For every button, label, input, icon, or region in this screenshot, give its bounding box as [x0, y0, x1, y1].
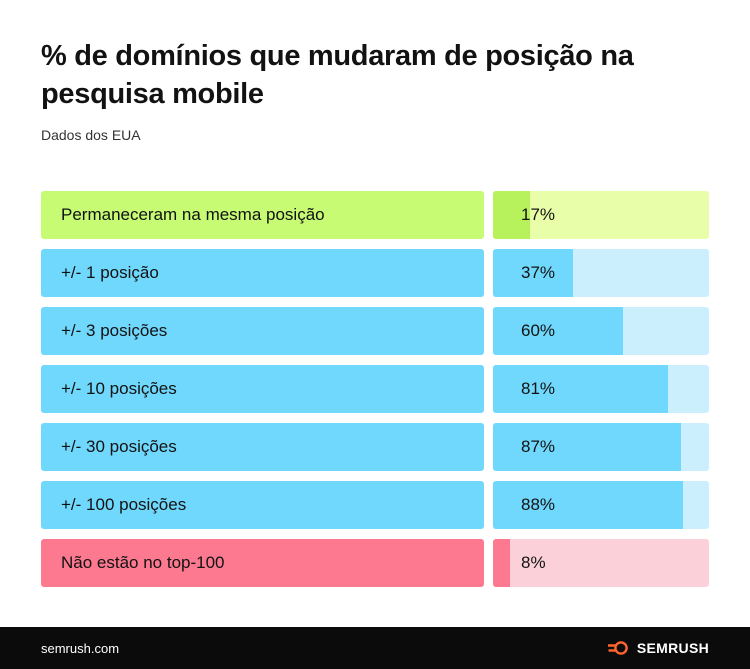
bar	[493, 365, 668, 413]
bar	[493, 191, 530, 239]
data-label: 60%	[521, 321, 556, 340]
category-label: +/- 100 posições	[41, 481, 484, 529]
category-label: +/- 10 posições	[41, 365, 484, 413]
category-label: +/- 1 posição	[41, 249, 484, 297]
bar	[493, 307, 623, 355]
bar	[493, 539, 511, 587]
semrush-fire-icon	[607, 641, 628, 655]
category-label: Permaneceram na mesma posição	[41, 191, 484, 239]
chart-row: +/- 30 posições 87%	[41, 423, 709, 471]
chart-row: +/- 1 posição 37%	[41, 249, 709, 297]
data-label: 17%	[521, 205, 556, 224]
bar-chart: Permaneceram na mesma posição 17% +/- 1 po…	[41, 191, 709, 597]
category-label: +/- 3 posições	[41, 307, 484, 355]
brand-name: SEMRUSH	[636, 640, 709, 656]
bar-track: 81%	[493, 365, 709, 413]
chart-subtitle: Dados dos EUA	[41, 127, 141, 143]
bar	[493, 481, 684, 529]
bar-track: 60%	[493, 307, 709, 355]
bar	[493, 423, 681, 471]
bar	[493, 249, 573, 297]
data-label: 88%	[521, 495, 556, 514]
data-label: 37%	[521, 263, 556, 282]
data-label: 87%	[521, 437, 556, 456]
footer-site-link[interactable]: semrush.com	[41, 640, 120, 656]
data-label: 81%	[521, 379, 556, 398]
bar-track: 37%	[493, 249, 709, 297]
chart-row: Permaneceram na mesma posição 17%	[41, 191, 709, 239]
category-label: Não estão no top-100	[41, 539, 484, 587]
brand-logo: SEMRUSH	[607, 627, 709, 669]
chart-row: +/- 3 posições 60%	[41, 307, 709, 355]
footer: semrush.com SEMRUSH	[0, 627, 750, 669]
bar-track: 87%	[493, 423, 709, 471]
chart-title: % de domínios que mudaram de posição na …	[41, 40, 634, 110]
bar-track: 17%	[493, 191, 709, 239]
bar-track: 8%	[493, 539, 709, 587]
chart-row: +/- 10 posições 81%	[41, 365, 709, 413]
chart-row: +/- 100 posições 88%	[41, 481, 709, 529]
bar-track: 88%	[493, 481, 709, 529]
data-label: 8%	[521, 553, 546, 572]
category-label: +/- 30 posições	[41, 423, 484, 471]
chart-row: Não estão no top-100 8%	[41, 539, 709, 587]
